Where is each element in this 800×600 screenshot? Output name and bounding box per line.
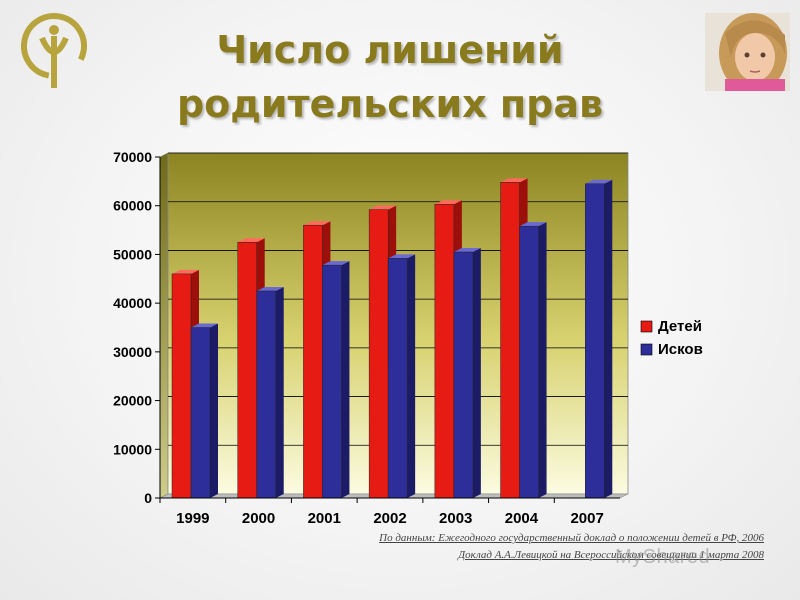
watermark: MyShared (615, 546, 711, 568)
bar-claims-2001 (322, 261, 350, 499)
y-tick-label: 50000 (113, 246, 152, 262)
bar-side (538, 222, 547, 498)
bar-claims-2004 (519, 222, 547, 499)
bar-front (322, 264, 342, 499)
bar-top (388, 254, 416, 259)
child-photo (705, 13, 790, 91)
x-tick-label: 2004 (505, 510, 539, 527)
bar-side (341, 261, 350, 498)
y-tick-label: 30000 (113, 344, 152, 360)
y-tick-label: 10000 (113, 441, 152, 457)
x-tick-label: 2000 (242, 510, 275, 527)
x-tick-label: 2003 (439, 510, 472, 527)
bar-top (237, 238, 265, 243)
bar-side (210, 323, 218, 498)
bar-top (172, 269, 199, 274)
page-title: Число лишений (216, 28, 564, 72)
x-tick-label: 2007 (570, 510, 603, 527)
y-tick-label: 60000 (113, 198, 152, 214)
x-tick-label: 1999 (176, 510, 209, 527)
source-note-2: Доклад А.А.Левицкой на Всероссийском сов… (458, 549, 764, 561)
bar-top (500, 178, 528, 183)
legend-swatch (640, 343, 653, 356)
bar-front (256, 290, 276, 499)
bar-top (369, 205, 397, 210)
logo-icon (21, 13, 87, 88)
bar-front (519, 225, 539, 499)
bar-top (585, 179, 613, 184)
plot-side-wall (159, 152, 169, 499)
bar-front (237, 242, 257, 499)
bar-top (256, 286, 284, 291)
bar-front (453, 251, 474, 499)
x-tick-label: 2001 (308, 510, 341, 527)
bar-front (368, 209, 389, 499)
y-tick-label: 70000 (113, 149, 152, 165)
bar-front (190, 327, 211, 499)
bar-top (322, 261, 350, 266)
legend-swatch (640, 320, 653, 333)
bar-side (604, 179, 613, 499)
bar-claims-2000 (256, 286, 284, 499)
bar-top (519, 222, 547, 227)
bar-claims-1999 (190, 323, 218, 499)
bar-front (434, 204, 455, 499)
bar-side (472, 247, 481, 498)
bar-front (500, 182, 520, 499)
bar-front (303, 224, 323, 499)
bar-side (407, 254, 416, 498)
bar-top (453, 247, 481, 252)
page-title-line2: родительских прав (176, 82, 604, 126)
bar-front (171, 273, 192, 499)
bar-top (191, 323, 218, 328)
legend-label: Детей (658, 318, 702, 335)
bar-claims-2003 (453, 247, 481, 499)
bar-top (434, 200, 462, 205)
y-tick-label: 40000 (113, 295, 152, 311)
x-tick-label: 2002 (373, 510, 406, 527)
y-tick-label: 0 (144, 490, 152, 506)
bar-claims-2002 (387, 254, 416, 499)
legend-label: Исков (658, 341, 703, 358)
bar-side (275, 286, 284, 498)
bar-front (387, 258, 408, 499)
bar-front (585, 183, 605, 499)
y-tick-label: 20000 (113, 393, 152, 409)
bar-claims-2007 (585, 179, 613, 499)
bar-top (303, 221, 331, 226)
source-note: По данным: Ежегодного государственный до… (379, 532, 764, 544)
